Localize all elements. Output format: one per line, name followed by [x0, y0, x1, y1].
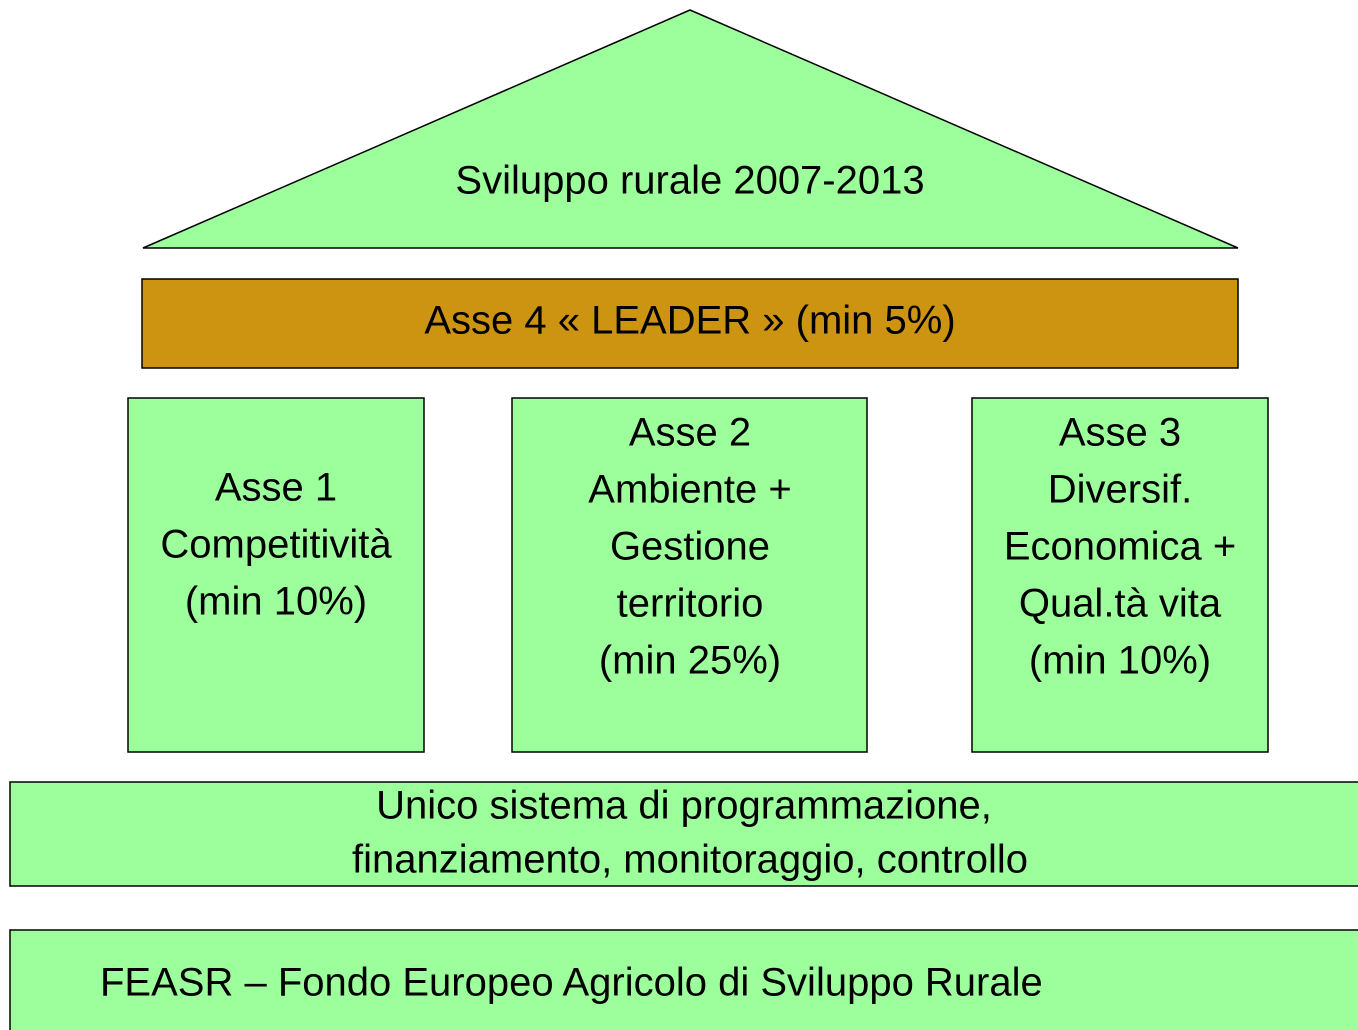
- pillar-line: territorio: [617, 582, 764, 626]
- base-line: Unico sistema di programmazione,: [376, 784, 992, 828]
- pillar-line: Competitività: [160, 523, 392, 567]
- pillar-line: Gestione: [610, 525, 770, 569]
- base-line: finanziamento, monitoraggio, controllo: [352, 838, 1028, 882]
- pillar-line: (min 10%): [185, 580, 367, 624]
- pillar-line: Asse 2: [629, 411, 751, 455]
- leader-bar: [141, 278, 1239, 369]
- pillar: [127, 397, 425, 753]
- fund-band: [9, 929, 1358, 1030]
- pillar-line: (min 25%): [599, 639, 781, 683]
- pillar-line: Economica +: [1004, 525, 1236, 569]
- roof-title: Sviluppo rurale 2007-2013: [455, 159, 924, 203]
- pillar-line: (min 10%): [1029, 639, 1211, 683]
- pillar: [511, 397, 868, 753]
- pillar-line: Qual.tà vita: [1019, 582, 1222, 626]
- pillar: [971, 397, 1269, 753]
- pillar-line: Ambiente +: [588, 468, 791, 512]
- pillar-line: Asse 3: [1059, 411, 1181, 455]
- pillar-line: Asse 1: [215, 466, 337, 510]
- fund-label: FEASR – Fondo Europeo Agricolo di Svilup…: [100, 961, 1043, 1005]
- leader-label: Asse 4 « LEADER » (min 5%): [424, 299, 955, 343]
- roof: [142, 9, 1239, 249]
- base-band: [9, 781, 1358, 887]
- pillar-line: Diversif.: [1048, 468, 1192, 512]
